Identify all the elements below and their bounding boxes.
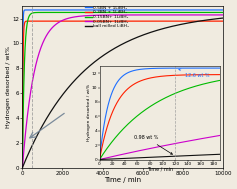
X-axis label: Time / min: Time / min	[104, 177, 141, 184]
Y-axis label: Hydrogen desorbed / wt%: Hydrogen desorbed / wt%	[5, 46, 11, 128]
Legend: 0.5BN + 1LiBH₄, 0.3BN + 1LiBH₄, 0.15BN+ 1LiBH₄, 0.05BN+ 1LiBH₄, ball milled LiBH: 0.5BN + 1LiBH₄, 0.3BN + 1LiBH₄, 0.15BN+ …	[85, 5, 129, 29]
